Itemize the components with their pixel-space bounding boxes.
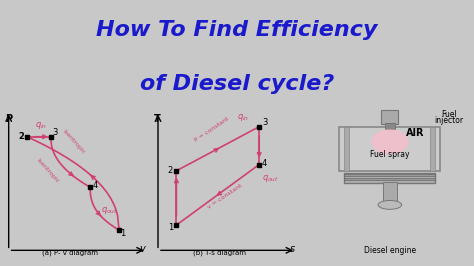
- Text: $q_{out}$: $q_{out}$: [262, 173, 279, 184]
- Text: Fuel: Fuel: [441, 110, 456, 119]
- Text: 2: 2: [167, 166, 173, 175]
- Text: Isentropic: Isentropic: [35, 158, 60, 184]
- Bar: [345, 174, 435, 176]
- Bar: [345, 178, 435, 180]
- Text: 1: 1: [120, 230, 126, 238]
- Text: $q_{in}$: $q_{in}$: [237, 112, 249, 123]
- Text: Diesel engine: Diesel engine: [364, 246, 416, 255]
- Bar: [339, 127, 440, 171]
- Text: 3: 3: [52, 128, 57, 138]
- Bar: [382, 110, 398, 124]
- Text: P = constant: P = constant: [193, 116, 230, 143]
- Bar: [345, 173, 435, 184]
- Text: v: v: [140, 244, 146, 253]
- Bar: [385, 123, 395, 129]
- Bar: [383, 182, 397, 205]
- Text: How To Find Efficiency: How To Find Efficiency: [96, 20, 378, 40]
- Text: 2: 2: [18, 132, 24, 141]
- Text: v = constant: v = constant: [207, 183, 243, 210]
- Text: Fuel spray: Fuel spray: [370, 150, 410, 159]
- Text: injector: injector: [434, 116, 463, 125]
- Text: s: s: [290, 244, 295, 253]
- Text: 3: 3: [262, 118, 267, 127]
- Text: $q_{in}$: $q_{in}$: [35, 120, 47, 131]
- Text: of Diesel cycle?: of Diesel cycle?: [140, 74, 334, 94]
- Text: AIR: AIR: [406, 128, 424, 138]
- Text: (b) T-s diagram: (b) T-s diagram: [193, 249, 246, 256]
- Bar: [345, 127, 349, 171]
- Bar: [430, 127, 435, 171]
- Text: T: T: [154, 114, 161, 124]
- Ellipse shape: [371, 129, 409, 155]
- Text: Isentropic: Isentropic: [61, 129, 86, 155]
- Ellipse shape: [378, 201, 401, 209]
- Text: 4: 4: [93, 181, 98, 190]
- Text: (a) P- v diagram: (a) P- v diagram: [43, 249, 99, 256]
- Text: 1: 1: [169, 223, 174, 232]
- Text: $q_{out}$: $q_{out}$: [100, 205, 118, 217]
- Text: P: P: [5, 114, 12, 124]
- Text: 4: 4: [262, 159, 267, 168]
